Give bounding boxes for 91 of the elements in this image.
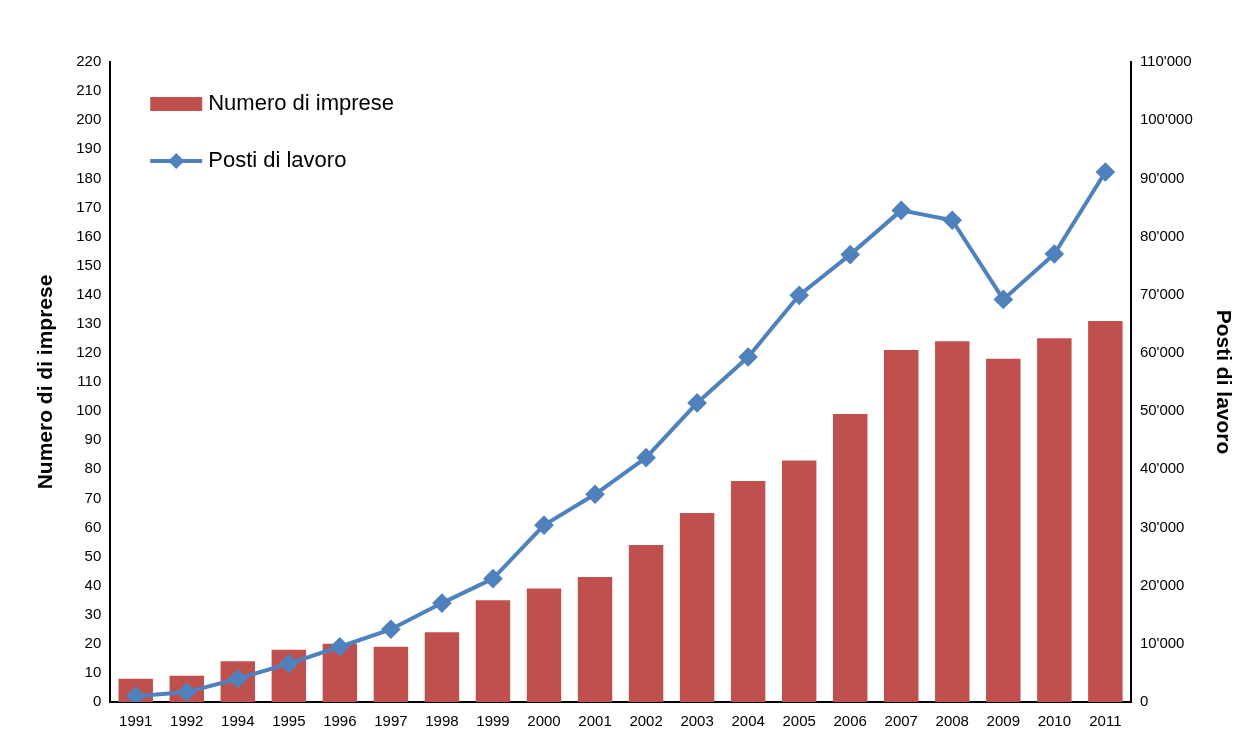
y-axis-title: Numero di di imprese [33, 274, 57, 490]
bar [884, 350, 919, 702]
point [1096, 162, 1115, 181]
bar [628, 544, 664, 702]
y-tick-label: 130 [76, 313, 102, 331]
bar [832, 414, 868, 702]
bar [1088, 320, 1123, 702]
y-tick-label: 100 [76, 401, 102, 419]
bar [679, 512, 715, 702]
point [943, 211, 962, 230]
y2-tick-label: 70'000 [1139, 284, 1185, 302]
x-tick-label: 2008 [935, 712, 969, 730]
x-tick-label: 1996 [323, 712, 357, 730]
y2-tick-label: 30'000 [1139, 517, 1185, 535]
x-tick-label: 1999 [476, 712, 510, 730]
bar [730, 480, 766, 702]
y2-tick-label: 50'000 [1139, 401, 1185, 419]
x-tick-label: 2004 [731, 712, 765, 730]
y-tick-label: 150 [76, 255, 102, 273]
x-tick-label: 1991 [119, 712, 153, 730]
y-tick-label: 170 [76, 197, 102, 215]
y2-tick-label: 40'000 [1139, 459, 1185, 477]
point [381, 620, 400, 639]
y-tick-label: 180 [76, 168, 102, 186]
y2-tick-label: 0 [1139, 692, 1149, 710]
bar [935, 341, 970, 702]
point [994, 290, 1013, 309]
x-tick-label: 2007 [884, 712, 918, 730]
x-tick-label: 1995 [272, 712, 306, 730]
point [586, 485, 605, 504]
point [432, 594, 451, 613]
y-tick-label: 110 [77, 372, 102, 390]
y-tick-label: 190 [76, 139, 102, 157]
bar [577, 576, 613, 702]
y2-tick-label: 60'000 [1139, 343, 1185, 361]
point [841, 245, 860, 264]
y-tick-label: 10 [84, 663, 102, 681]
y-tick-label: 0 [92, 692, 102, 710]
x-tick-label: 2005 [782, 712, 816, 730]
point [790, 286, 809, 305]
y-tick-label: 160 [76, 226, 102, 244]
x-tick-label: 2006 [833, 712, 867, 730]
y2-tick-label: 110'000 [1139, 52, 1192, 70]
x-tick-label: 2001 [578, 712, 612, 730]
point [279, 654, 298, 673]
x-tick-label: 2003 [680, 712, 714, 730]
point [483, 569, 502, 588]
x-tick-label: 1992 [170, 712, 204, 730]
y-tick-label: 210 [76, 81, 102, 99]
x-tick-label: 2011 [1089, 712, 1122, 730]
y-tick-label: 80 [84, 459, 102, 477]
y-tick-label: 120 [76, 343, 102, 361]
x-tick-label: 1994 [221, 712, 255, 730]
y2-axis-title: Posti di lavoro [1212, 309, 1236, 455]
y2-tick-label: 90'000 [1139, 168, 1185, 186]
y-tick-label: 200 [76, 110, 102, 128]
bar [475, 600, 511, 702]
point [739, 347, 758, 366]
point [637, 448, 656, 467]
legend-label: Numero di imprese [208, 90, 395, 116]
point [688, 393, 707, 412]
bar [986, 358, 1021, 702]
x-tick-label: 2000 [527, 712, 561, 730]
y2-tick-label: 10'000 [1139, 633, 1185, 651]
y-tick-label: 30 [84, 604, 102, 622]
x-tick-label: 1997 [374, 712, 408, 730]
y2-tick-label: 80'000 [1139, 226, 1185, 244]
bar [781, 460, 817, 702]
y-tick-label: 90 [84, 430, 102, 448]
legend-label: Posti di lavoro [208, 147, 347, 173]
y-tick-label: 220 [76, 52, 102, 70]
bar [424, 632, 460, 702]
x-tick-label: 2009 [986, 712, 1020, 730]
bar [373, 646, 409, 702]
y2-tick-label: 20'000 [1139, 575, 1185, 593]
point [330, 637, 349, 656]
bar [1037, 338, 1072, 702]
x-tick-label: 2002 [629, 712, 663, 730]
y-tick-label: 50 [84, 546, 102, 564]
y-tick-label: 140 [76, 284, 102, 302]
y-tick-label: 60 [84, 517, 102, 535]
x-tick-label: 2010 [1037, 712, 1072, 730]
y-tick-label: 70 [84, 488, 102, 506]
point [535, 516, 554, 535]
y2-tick-label: 100'000 [1139, 110, 1193, 128]
point [892, 201, 911, 220]
bar [526, 588, 562, 702]
y-tick-label: 20 [84, 633, 102, 651]
y-tick-label: 40 [84, 575, 102, 593]
point [1045, 245, 1064, 263]
x-tick-label: 1998 [425, 712, 459, 730]
